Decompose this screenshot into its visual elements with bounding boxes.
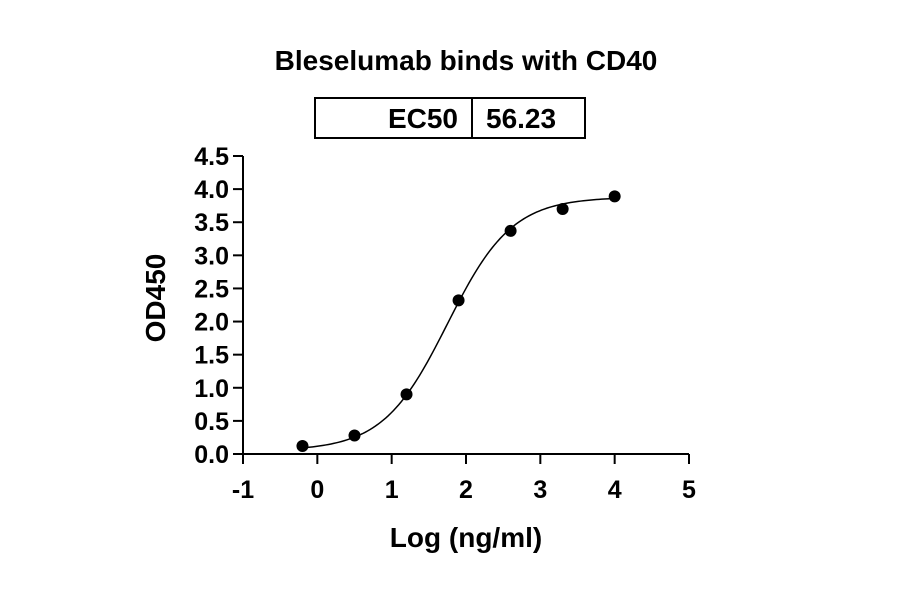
x-tick-label: 2 [459, 476, 473, 504]
y-tick-label: 0.5 [194, 408, 229, 436]
x-axis-label: Log (ng/ml) [390, 522, 542, 553]
results-table: EC50 56.23 [314, 97, 586, 139]
results-table-value: 56.23 [486, 103, 556, 134]
data-point [296, 440, 309, 453]
x-tick-label: 5 [682, 476, 696, 504]
y-tick-label: 0.0 [194, 441, 229, 469]
data-point [556, 202, 569, 215]
y-tick-label: 3.0 [194, 242, 229, 270]
data-point [348, 429, 361, 442]
x-tick-label: 1 [385, 476, 399, 504]
data-point [400, 388, 413, 401]
x-tick-label: 0 [310, 476, 324, 504]
fit-curve [302, 197, 615, 449]
y-axis-label: OD450 [140, 254, 171, 343]
y-tick-label: 3.5 [194, 209, 229, 237]
data-point [504, 224, 517, 237]
chart-title: Bleselumab binds with CD40 [275, 45, 658, 76]
results-table-label: EC50 [388, 103, 458, 134]
data-point [608, 190, 621, 203]
y-tick-label: 1.0 [194, 375, 229, 403]
plot-area: 0.0 0.5 1.0 1.5 2.0 2.5 3.0 3.5 4.0 4.5 -1 0 1 2 3 4 5 [194, 143, 696, 504]
y-tick-label: 1.5 [194, 342, 229, 370]
x-tick-label: 4 [608, 476, 622, 504]
results-table-border [314, 97, 586, 139]
y-tick-label: 4.5 [194, 143, 229, 171]
data-point [452, 294, 465, 307]
x-tick-label: 3 [533, 476, 547, 504]
y-tick-label: 4.0 [194, 176, 229, 204]
y-tick-label: 2.0 [194, 309, 229, 337]
y-tick-label: 2.5 [194, 275, 229, 303]
x-tick-label: -1 [232, 476, 254, 504]
